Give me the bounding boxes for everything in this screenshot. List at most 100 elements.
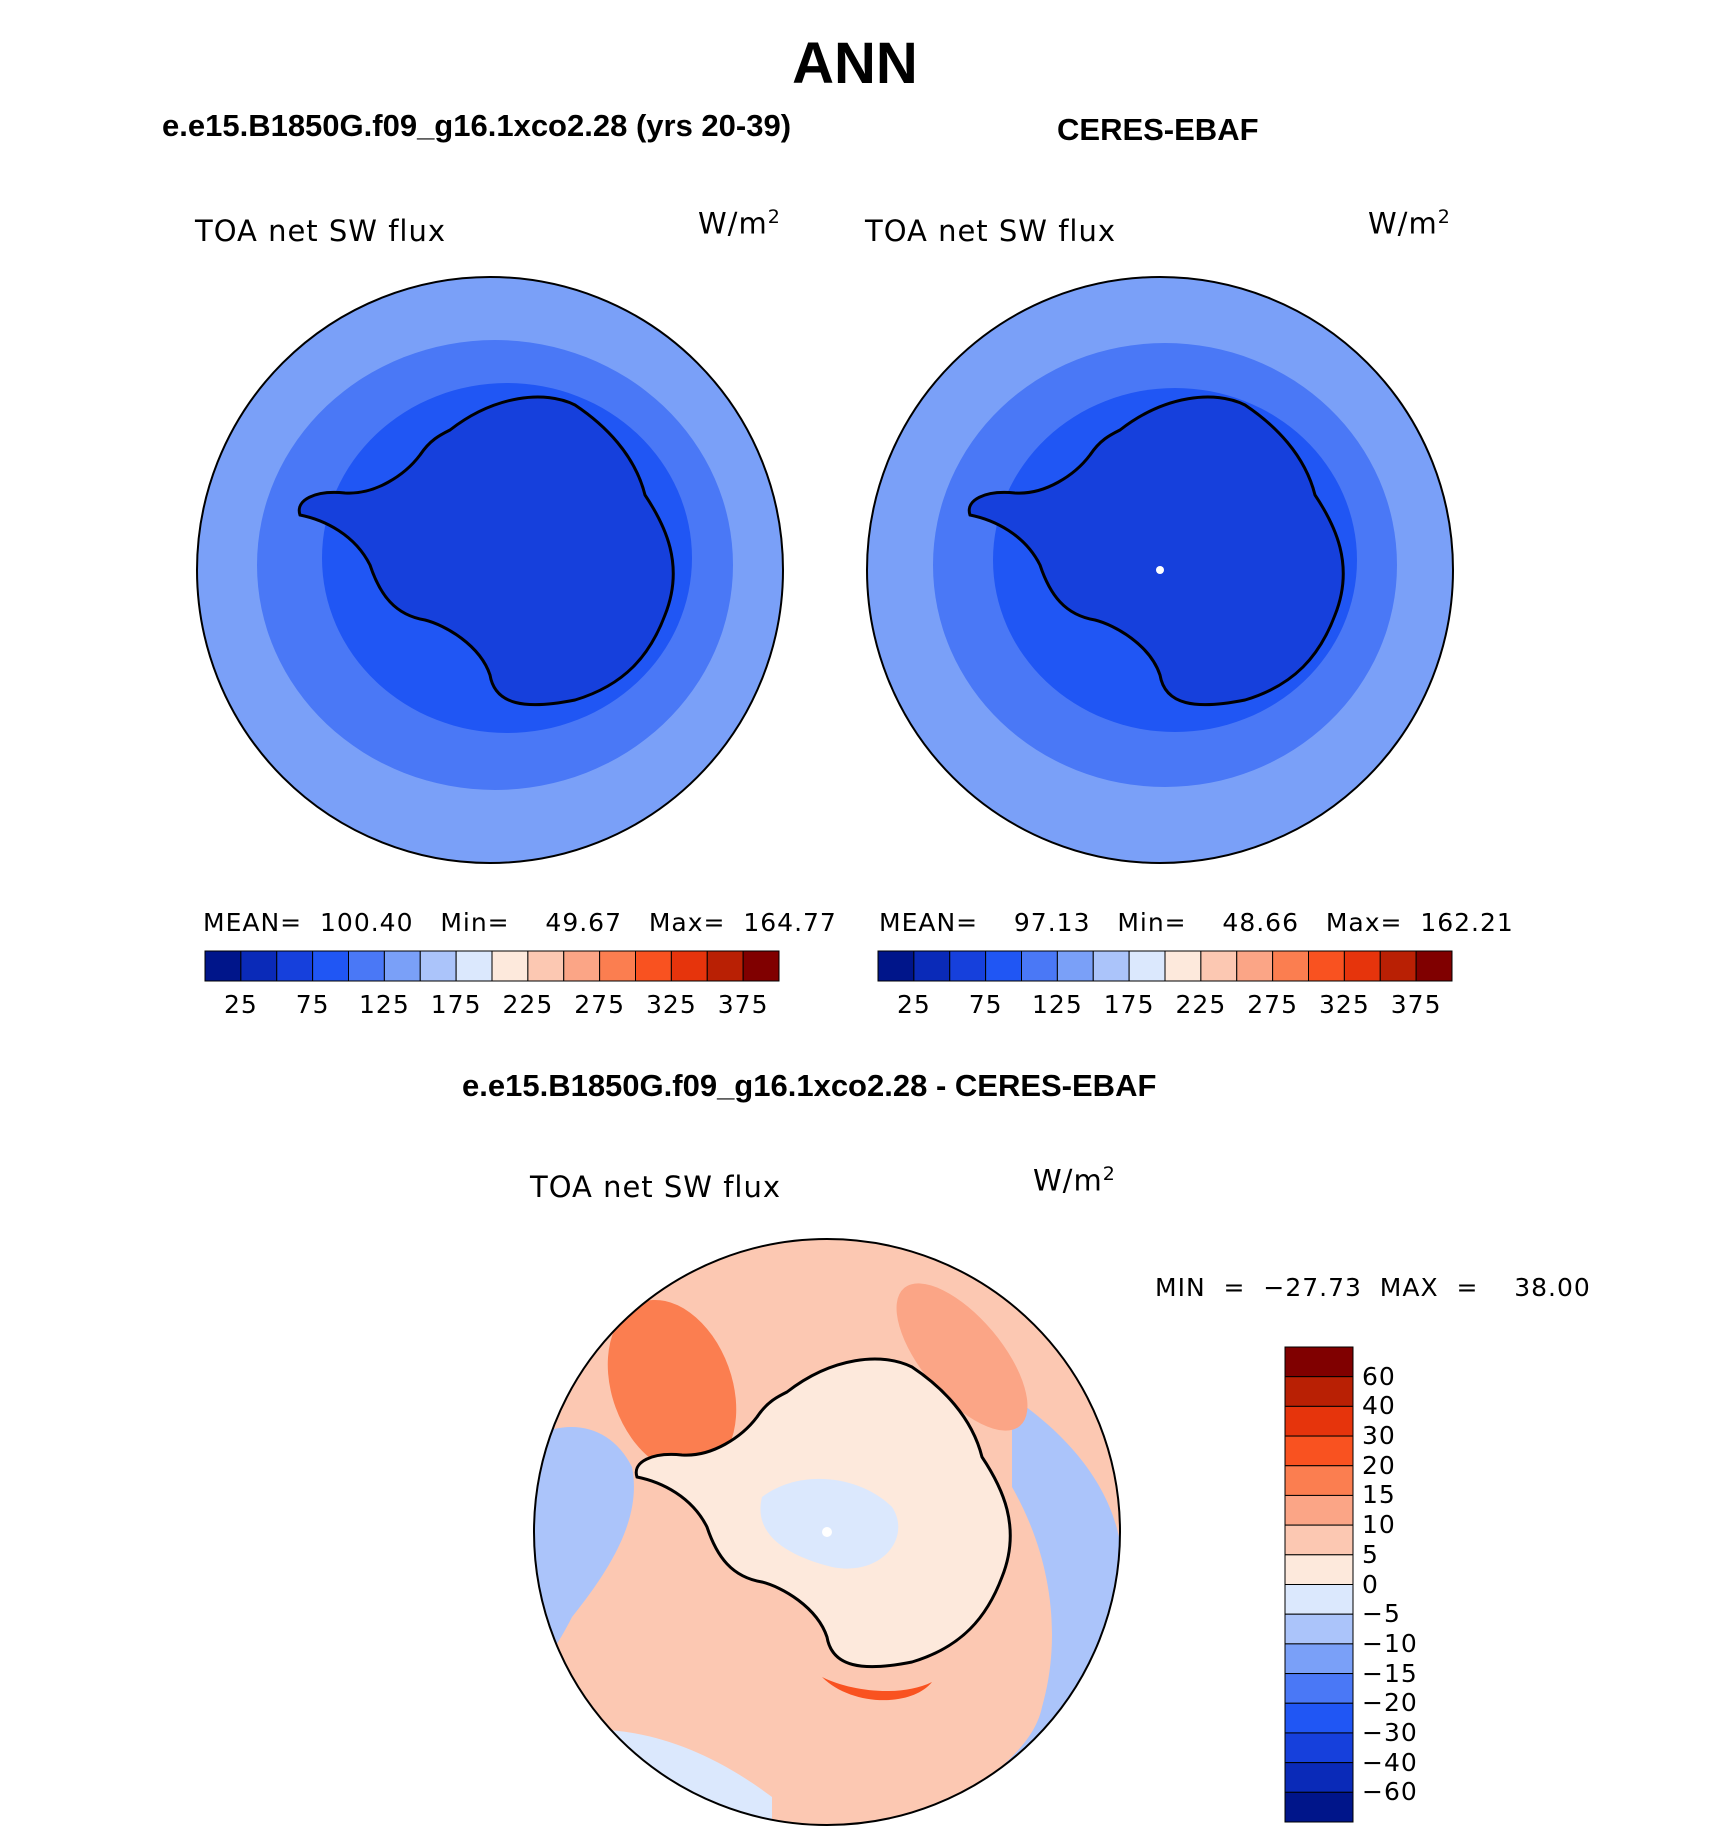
model-variable-label: TOA net SW flux	[195, 214, 447, 248]
colorbar-swatch	[312, 950, 349, 982]
colorbar-tick-label: 125	[359, 990, 410, 1019]
colorbar-swatch	[1284, 1762, 1354, 1793]
colorbar-swatch	[1056, 950, 1094, 982]
colorbar-tick-label: 20	[1362, 1450, 1396, 1480]
colorbar-swatch	[1284, 1673, 1354, 1704]
colorbar-swatch	[913, 950, 951, 982]
diff-colorbar-labels: 60 40 30 20 15 10 5 0 −5 −10 −15 −20 −30 −40 −60	[1362, 1347, 1442, 1822]
model-stats: MEAN= 100.40 Min= 49.67 Max= 164.77	[203, 908, 837, 937]
model-colorbar-labels: 25 75 125 175 225 275 325 375	[205, 990, 779, 1020]
obs-antarctica-landmass	[967, 395, 1345, 707]
colorbar-tick-label: 225	[1175, 990, 1227, 1019]
colorbar-tick-label: 375	[717, 990, 769, 1019]
diff-contour-band	[760, 1478, 899, 1569]
obs-units-label: W/m2	[1368, 206, 1451, 241]
diff-stats: MIN = −27.73 MAX = 38.00	[1155, 1273, 1591, 1302]
colorbar-swatch	[348, 950, 385, 982]
colorbar-tick-label: 30	[1362, 1421, 1396, 1451]
diff-polar-map	[533, 1238, 1121, 1826]
colorbar-tick-label: 40	[1362, 1391, 1396, 1421]
diff-contour-band	[607, 1299, 737, 1475]
colorbar-tick-label: 5	[1362, 1539, 1379, 1569]
colorbar-swatch	[1284, 1791, 1354, 1823]
obs-panel-title: CERES-EBAF	[1057, 112, 1259, 147]
colorbar-tick-label: 225	[502, 990, 554, 1019]
colorbar-swatch	[1284, 1554, 1354, 1585]
colorbar-swatch	[563, 950, 601, 982]
obs-variable-label: TOA net SW flux	[865, 214, 1117, 248]
south-pole-marker	[822, 1527, 832, 1537]
diff-contour-band	[896, 1283, 1028, 1431]
south-pole-marker	[1156, 566, 1164, 574]
model-polar-map	[196, 276, 784, 864]
model-antarctica-landmass	[297, 395, 675, 707]
colorbar-swatch	[1284, 1494, 1354, 1526]
colorbar-swatch	[949, 950, 987, 982]
colorbar-swatch	[383, 950, 421, 982]
colorbar-tick-label: 25	[896, 990, 931, 1019]
colorbar-tick-label: −60	[1362, 1777, 1418, 1807]
colorbar-swatch	[742, 950, 780, 982]
colorbar-swatch	[1284, 1346, 1354, 1378]
model-panel-title: e.e15.B1850G.f09_g16.1xco2.28 (yrs 20-39…	[162, 108, 792, 143]
colorbar-tick-label: 75	[295, 990, 330, 1019]
colorbar-tick-label: −30	[1362, 1717, 1418, 1747]
colorbar-tick-label: 275	[574, 990, 625, 1019]
colorbar-swatch	[1092, 950, 1130, 982]
obs-polar-map	[866, 276, 1454, 864]
colorbar-swatch	[1128, 950, 1166, 982]
colorbar-swatch	[1284, 1643, 1354, 1675]
colorbar-swatch	[1164, 950, 1202, 982]
colorbar-tick-label: 175	[1103, 990, 1155, 1019]
colorbar-tick-label: 10	[1362, 1510, 1396, 1540]
colorbar-swatch	[1284, 1435, 1354, 1467]
colorbar-swatch	[1284, 1732, 1354, 1764]
diff-contour-band	[822, 1677, 932, 1701]
colorbar-tick-label: 125	[1032, 990, 1083, 1019]
colorbar-tick-label: 0	[1362, 1569, 1379, 1599]
colorbar-swatch	[635, 950, 672, 982]
colorbar-tick-label: 325	[1319, 990, 1370, 1019]
colorbar-tick-label: 75	[968, 990, 1003, 1019]
colorbar-swatch	[1272, 950, 1309, 982]
model-colorbar	[204, 950, 780, 982]
diff-units-label: W/m2	[1033, 1163, 1116, 1198]
diff-variable-label: TOA net SW flux	[530, 1170, 782, 1204]
colorbar-tick-label: 60	[1362, 1361, 1396, 1391]
model-units-label: W/m2	[698, 206, 781, 241]
colorbar-swatch	[276, 950, 314, 982]
colorbar-swatch	[985, 950, 1022, 982]
diff-contour-band	[534, 1427, 634, 1677]
colorbar-tick-label: −40	[1362, 1747, 1418, 1777]
diff-panel-title: e.e15.B1850G.f09_g16.1xco2.28 - CERES-EB…	[462, 1068, 1157, 1103]
colorbar-swatch	[204, 950, 242, 982]
colorbar-swatch	[1200, 950, 1238, 982]
colorbar-swatch	[1284, 1584, 1354, 1615]
figure-title: ANN	[792, 31, 918, 96]
colorbar-swatch	[1284, 1702, 1354, 1734]
colorbar-swatch	[1415, 950, 1453, 982]
colorbar-swatch	[1236, 950, 1274, 982]
obs-colorbar	[877, 950, 1453, 982]
colorbar-swatch	[1021, 950, 1058, 982]
colorbar-swatch	[1284, 1376, 1354, 1407]
colorbar-swatch	[877, 950, 915, 982]
colorbar-tick-label: 25	[223, 990, 258, 1019]
colorbar-swatch	[670, 950, 708, 982]
colorbar-swatch	[1284, 1524, 1354, 1556]
colorbar-swatch	[1379, 950, 1417, 982]
colorbar-tick-label: −20	[1362, 1688, 1418, 1718]
colorbar-swatch	[1343, 950, 1381, 982]
colorbar-swatch	[599, 950, 636, 982]
colorbar-tick-label: 175	[430, 990, 482, 1019]
colorbar-tick-label: −15	[1362, 1658, 1418, 1688]
colorbar-swatch	[1284, 1405, 1354, 1437]
colorbar-swatch	[527, 950, 565, 982]
colorbar-tick-label: 325	[646, 990, 697, 1019]
obs-stats: MEAN= 97.13 Min= 48.66 Max= 162.21	[879, 908, 1514, 937]
colorbar-tick-label: 15	[1362, 1480, 1396, 1510]
colorbar-swatch	[1308, 950, 1345, 982]
colorbar-tick-label: −10	[1362, 1628, 1418, 1658]
colorbar-swatch	[455, 950, 493, 982]
obs-colorbar-labels: 25 75 125 175 225 275 325 375	[878, 990, 1452, 1020]
